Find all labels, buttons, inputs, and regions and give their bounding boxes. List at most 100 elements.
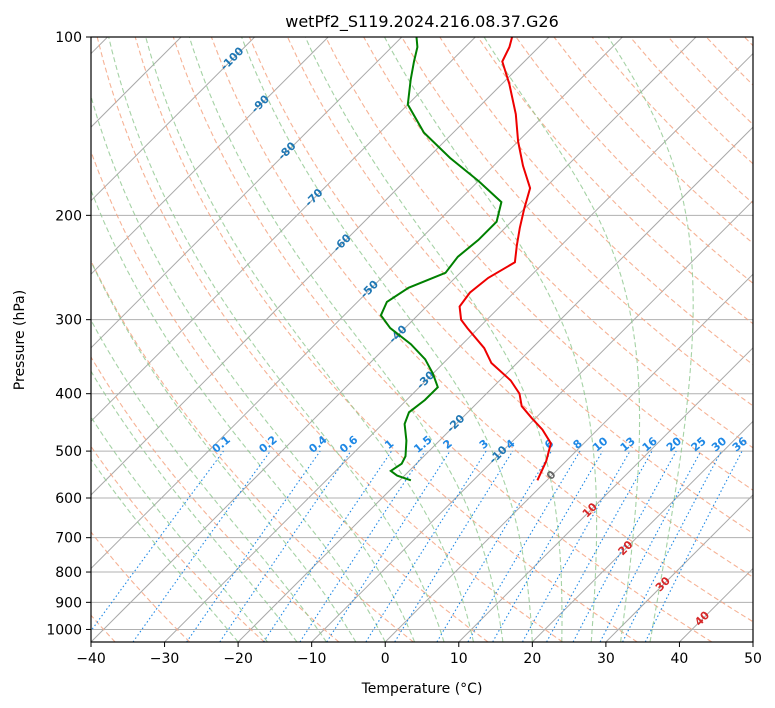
x-tick-label: −40 [76,651,106,667]
moist-adiabat [91,370,298,642]
dry-adiabat [553,37,753,244]
x-tick-label: 50 [744,651,762,667]
isotherm--80 [91,37,403,349]
isotherm--40 [91,37,697,642]
y-tick-label: 500 [55,444,82,460]
x-tick-label: 20 [523,651,541,667]
moist-adiabat [607,37,694,642]
moist-adiabat [304,37,563,642]
moist-adiabat [91,260,357,642]
mixing-ratio-label: 0.4 [306,433,330,456]
isotherm--10 [311,199,753,642]
x-tick-label: −30 [150,651,180,667]
dry-adiabat [744,37,753,47]
mixing-ratio-line [572,450,677,642]
dry-adiabat [439,37,753,366]
mixing-ratio-label: 3 [477,437,491,452]
dry-adiabat [91,259,414,642]
mixing-ratio-line [644,450,743,642]
mixing-ratio-line [394,450,514,642]
x-axis-label: Temperature (°C) [361,681,483,697]
mixing-ratio-line [186,450,321,642]
mixing-ratio-line [599,450,702,642]
x-tick-label: −10 [297,651,327,667]
x-axis: −40 −30 −20 −10 0 10 20 30 40 50 [76,642,762,667]
moist-adiabat [91,458,239,642]
mixing-ratio-line [219,450,352,642]
mixing-ratio-line [522,450,631,642]
mixing-ratio-label: 0.6 [337,433,361,456]
y-tick-label: 200 [55,208,82,224]
moist-adiabat [241,37,533,642]
y-tick-label: 400 [55,387,82,403]
moist-adiabat [91,188,386,642]
dry-adiabat [667,37,753,126]
dry-adiabat [91,445,265,642]
x-tick-label: −20 [223,651,253,667]
moist-adiabat [108,37,445,642]
isotherm--30 [164,52,753,642]
moist-adiabat [188,37,504,642]
isotherm-20 [531,420,753,642]
y-tick-label: 600 [55,491,82,507]
x-tick-label: 40 [671,651,689,667]
background-lines [91,37,753,642]
y-axis: 100 200 300 400 500 600 700 800 900 1000 [46,30,91,638]
dry-adiabat [172,37,713,642]
dry-adiabat [91,356,340,642]
dry-adiabat [96,37,563,642]
moist-adiabat [91,416,268,642]
x-tick-label: 30 [597,651,615,667]
mixing-ratio-label: 1.5 [411,433,434,455]
series-dewpoint-line [379,37,503,482]
y-tick-label: 700 [55,531,82,547]
mixing-ratio-label: 0.1 [210,433,233,455]
dry-adiabat [401,37,753,407]
y-tick-label: 1000 [46,622,82,638]
isotherm-0 [384,273,753,642]
mixing-ratio-label: 2 [441,437,455,452]
mixing-ratio-line [299,450,426,642]
x-tick-label: 10 [450,651,468,667]
moist-adiabat [91,319,327,642]
isotherm-30 [605,494,753,642]
mixing-ratio-line [263,450,392,642]
dry-adiabat [515,37,753,284]
dry-adiabat [248,37,753,578]
chart-title: wetPf2_S119.2024.216.08.37.G26 [285,12,559,32]
dry-adiabat [134,37,638,642]
profile-lines [379,37,552,482]
isotherm--90 [91,37,329,275]
plot-frame [90,36,754,643]
y-tick-label: 100 [55,30,82,46]
moist-adiabat [145,37,475,642]
series-temperature-line [458,37,552,481]
mixing-ratio-label: 1 [382,437,396,452]
isotherm-40 [679,567,753,642]
y-tick-label: 300 [55,313,82,329]
mixing-ratio-label: 8 [571,437,585,452]
dry-adiabat [91,149,489,642]
moist-adiabat [384,37,598,642]
isotherm-50 [752,641,753,642]
isotherm--100 [91,37,256,202]
dry-adiabat [325,37,753,491]
y-axis-label: Pressure (hPa) [12,290,28,390]
y-tick-label: 800 [55,565,82,581]
isotherm--50 [91,37,623,570]
isotherm--70 [91,37,476,423]
x-tick-label: 0 [381,651,390,667]
dry-adiabat [210,37,753,623]
isotherm--60 [91,37,550,496]
y-tick-label: 900 [55,595,82,611]
dry-adiabat [705,37,753,86]
mixing-ratio-line [326,450,451,642]
mixing-ratio-line [546,450,653,642]
mixing-ratio-line [91,450,224,632]
mixing-ratio-line [132,450,271,642]
isotherm--20 [237,126,753,642]
moist-adiabat [483,37,641,642]
mixing-ratio-line [467,450,581,642]
